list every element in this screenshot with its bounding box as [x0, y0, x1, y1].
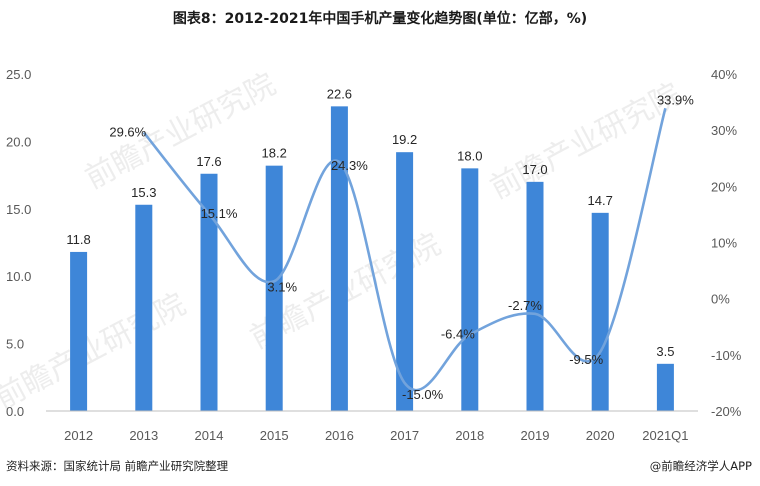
bar-value-label: 17.0 — [522, 162, 547, 177]
line-value-label: 15.1% — [201, 206, 238, 221]
y-right-tick-label: 0% — [711, 292, 730, 307]
growth-rate-line — [142, 107, 667, 392]
chart-title: 图表8：2012-2021年中国手机产量变化趋势图(单位：亿部，%) — [172, 11, 588, 27]
bar-2012 — [70, 251, 88, 411]
bar-value-label: 19.2 — [392, 132, 417, 147]
line-value-label: 24.3% — [331, 158, 368, 173]
y-left-tick-label: 20.0 — [6, 134, 31, 149]
bar-2015 — [265, 165, 283, 411]
y-right-tick-label: 20% — [711, 179, 737, 194]
y-right-tick-label: -10% — [711, 348, 742, 363]
bar-2021Q1 — [656, 363, 674, 411]
bar-2014 — [200, 173, 218, 411]
line-value-label: -9.5% — [569, 352, 603, 367]
y-right-tick-label: 30% — [711, 123, 737, 138]
bar-value-label: 22.6 — [327, 86, 352, 101]
y-right-tick-label: -20% — [711, 404, 742, 419]
bar-value-label: 18.2 — [262, 146, 287, 161]
axes: 0.0 5.0 10.0 15.0 20.0 25.0 -20% -10% 0% 10% 20% 30… — [6, 67, 742, 443]
x-tick-label: 2014 — [195, 428, 224, 443]
line-value-label: -6.4% — [441, 327, 475, 342]
source-note: 资料来源：国家统计局 前瞻产业研究院整理 — [6, 459, 229, 473]
bar-value-label: 17.6 — [196, 154, 221, 169]
x-tick-label: 2018 — [455, 428, 484, 443]
x-tick-label: 2021Q1 — [642, 428, 688, 443]
bar-value-label: 14.7 — [588, 193, 613, 208]
bar-series — [70, 106, 674, 412]
line-value-label: -2.7% — [508, 298, 542, 313]
line-series — [142, 107, 667, 392]
x-tick-label: 2016 — [325, 428, 354, 443]
y-left-tick-label: 5.0 — [6, 337, 24, 352]
line-value-label: 29.6% — [109, 124, 146, 139]
bar-2019 — [526, 181, 544, 411]
line-value-label: 33.9% — [657, 92, 694, 107]
bar-2013 — [135, 204, 153, 411]
x-tick-label: 2013 — [129, 428, 158, 443]
x-tick-label: 2017 — [390, 428, 419, 443]
watermark-text: 前瞻产业研究院 — [0, 287, 191, 416]
x-tick-label: 2019 — [521, 428, 550, 443]
bar-value-label: 3.5 — [656, 344, 674, 359]
y-left-tick-label: 15.0 — [6, 202, 31, 217]
bar-2018 — [461, 168, 479, 411]
x-tick-label: 2015 — [260, 428, 289, 443]
bar-2020 — [591, 212, 609, 411]
credit-note: @前瞻经济学人APP — [649, 459, 752, 473]
line-value-label: 3.1% — [267, 279, 297, 294]
y-left-tick-label: 10.0 — [6, 269, 31, 284]
x-tick-label: 2012 — [64, 428, 93, 443]
y-right-tick-label: 10% — [711, 236, 737, 251]
bar-value-label: 18.0 — [457, 148, 482, 163]
bar-value-label: 15.3 — [131, 185, 156, 200]
x-tick-label: 2020 — [586, 428, 615, 443]
line-value-label: -15.0% — [402, 387, 444, 402]
y-right-tick-label: 40% — [711, 67, 737, 82]
bar-2017 — [396, 152, 414, 411]
data-labels: 11.8 15.3 17.6 18.2 22.6 19.2 18.0 17.0 14.7 3.5 2… — [66, 86, 694, 402]
bar-2016 — [330, 106, 348, 412]
y-left-tick-label: 0.0 — [6, 404, 24, 419]
y-left-tick-label: 25.0 — [6, 67, 31, 82]
bar-value-label: 11.8 — [66, 232, 90, 247]
